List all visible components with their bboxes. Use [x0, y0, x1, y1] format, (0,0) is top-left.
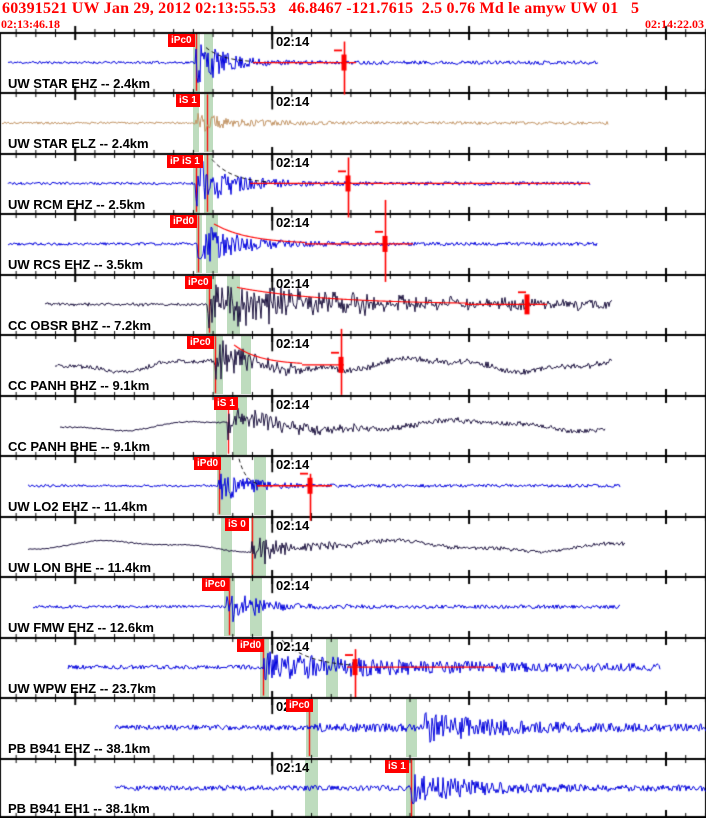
phase-pick-label[interactable]: iS 1 — [214, 396, 238, 410]
phase-pick-label[interactable]: iS 1 — [385, 759, 409, 773]
phase-pick-label[interactable]: iPd0 — [194, 457, 222, 471]
phase-pick-label[interactable]: iS 1 — [176, 94, 200, 108]
phase-pick-label[interactable]: iP iS 1 — [167, 154, 203, 168]
phase-pick-label[interactable]: iS 0 — [225, 517, 249, 531]
phase-pick-label[interactable]: iPc0 — [168, 34, 195, 47]
phase-pick-label[interactable]: iPc0 — [185, 275, 212, 289]
phase-pick-label[interactable]: iPc0 — [286, 699, 313, 713]
phase-pick-label[interactable]: iPc0 — [202, 578, 229, 592]
phase-pick-label[interactable]: iPd0 — [170, 215, 198, 229]
phase-pick-label[interactable]: iPc0 — [187, 336, 214, 350]
phase-pick-label[interactable]: iPd0 — [237, 638, 265, 652]
